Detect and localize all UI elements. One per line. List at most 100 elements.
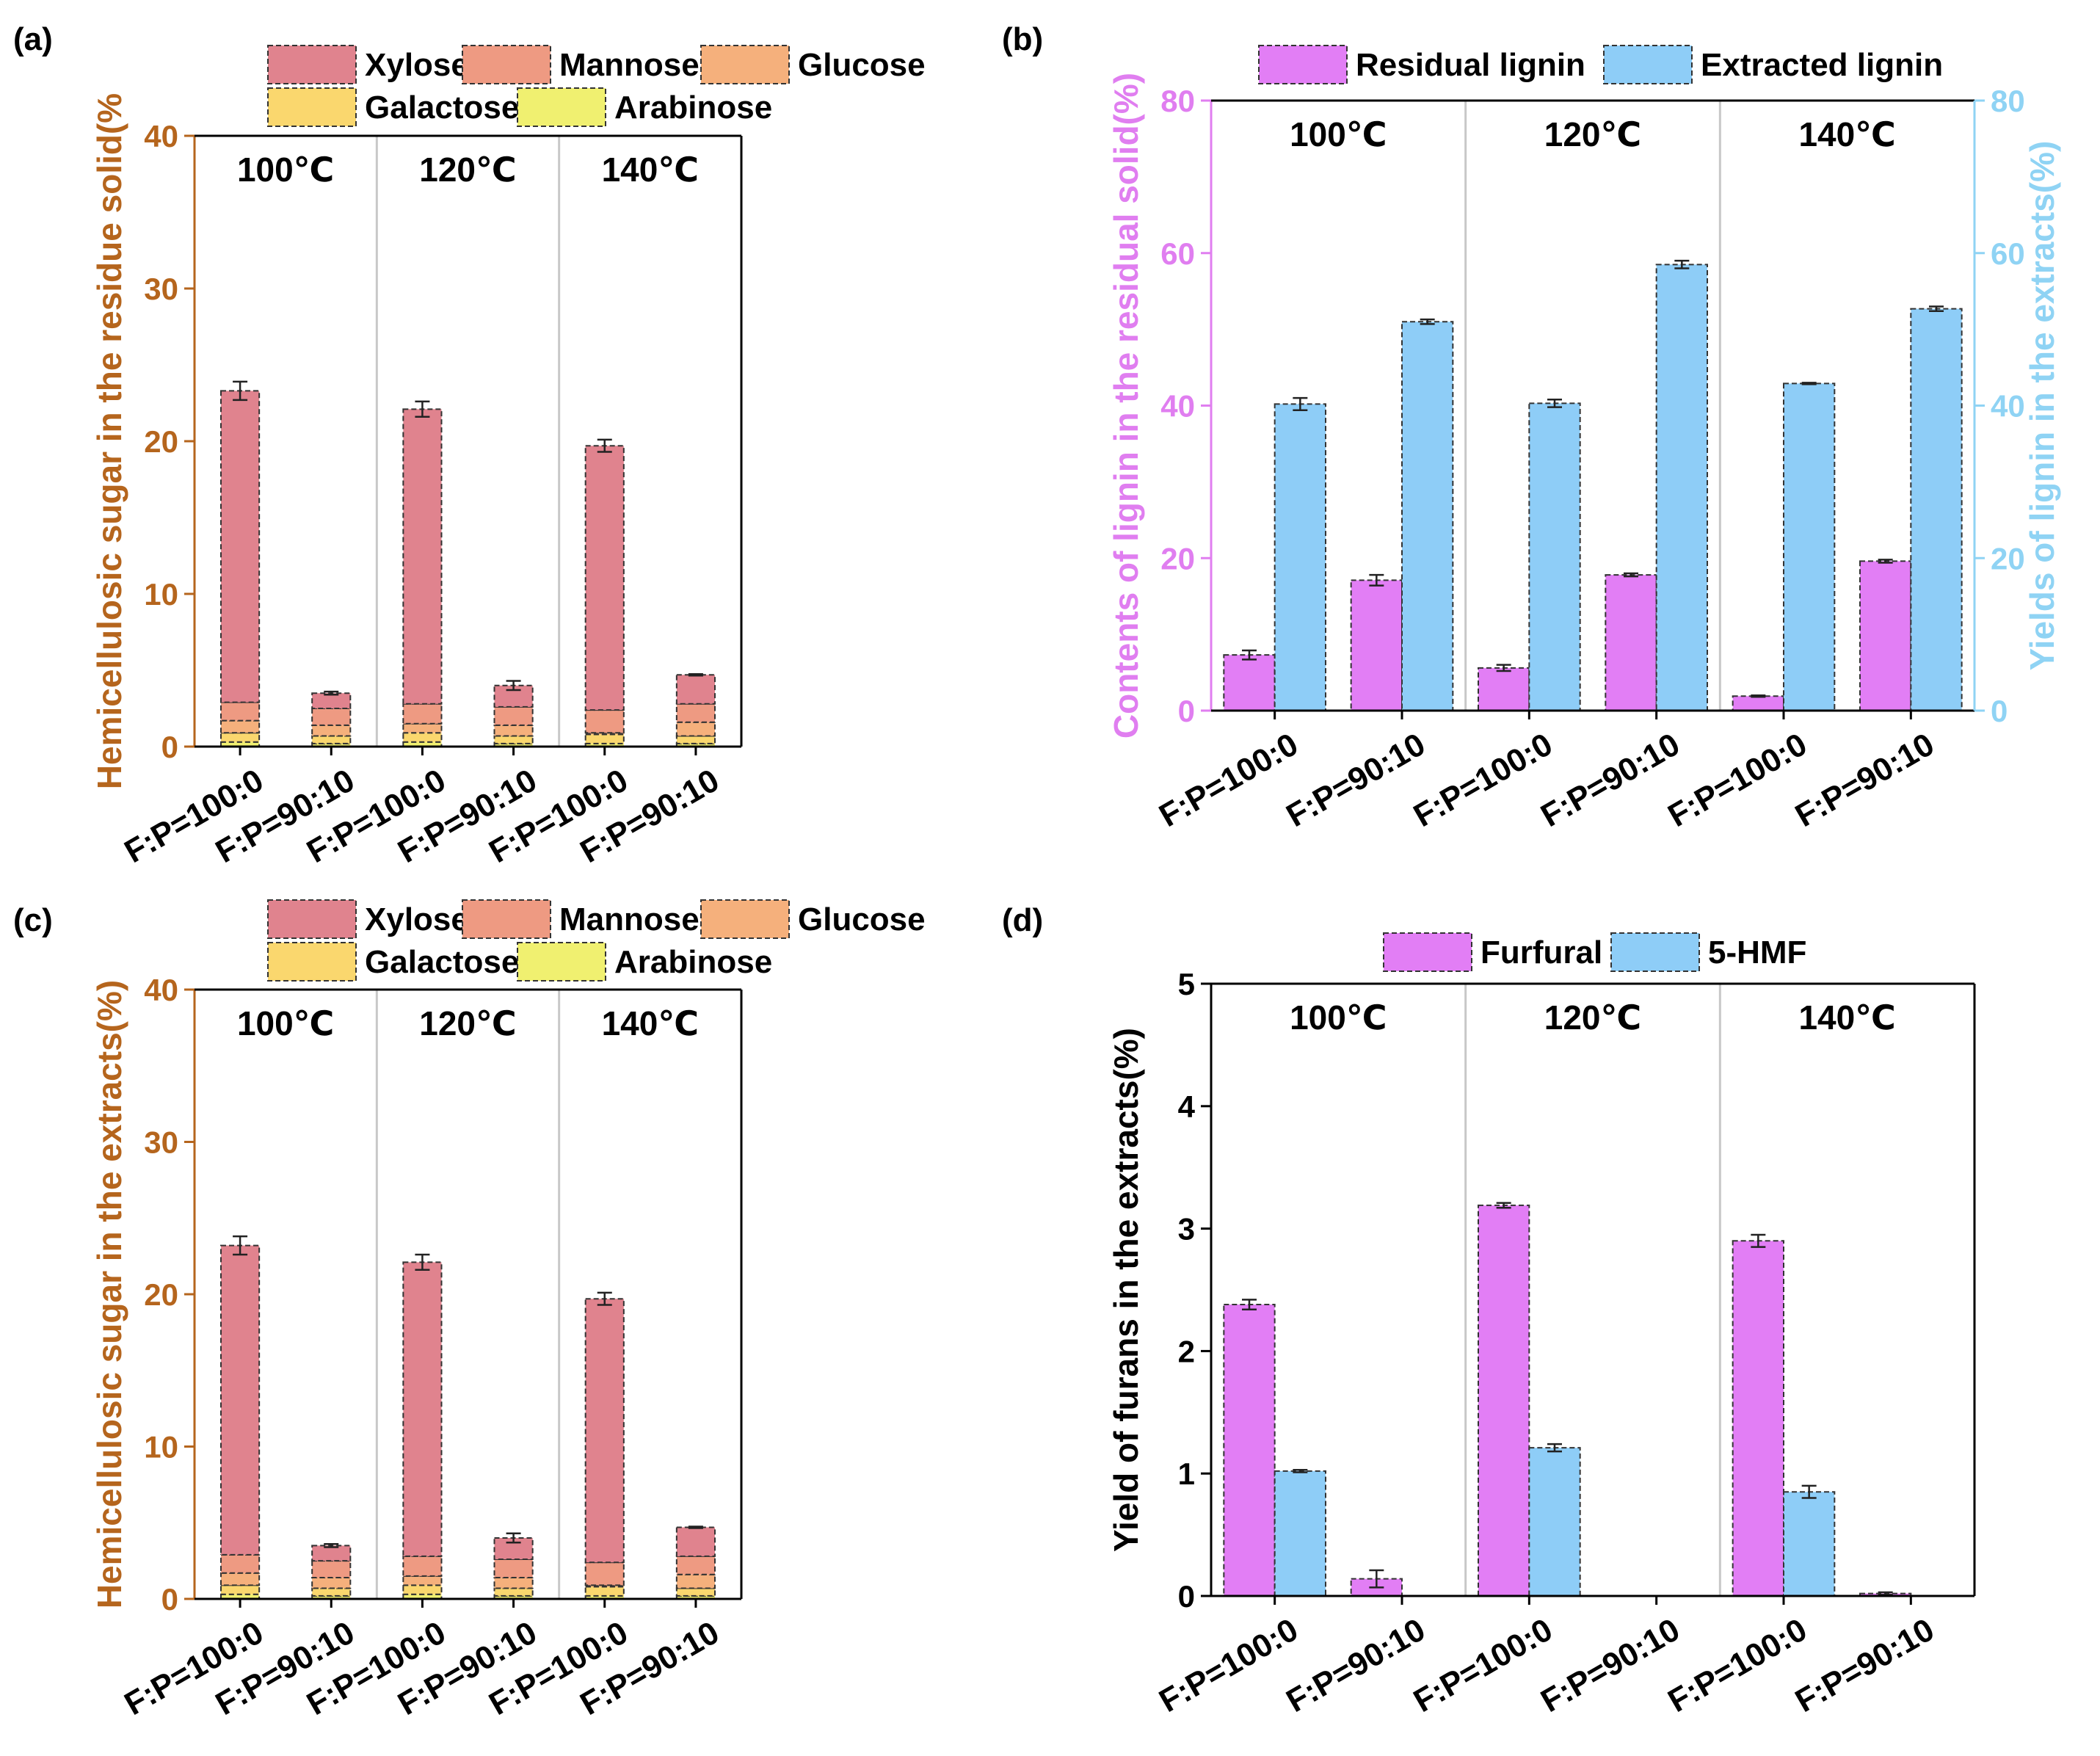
legend-label: Galactose — [365, 944, 519, 980]
y-tick-label: 0 — [1178, 694, 1195, 728]
group-label: 100℃ — [1290, 998, 1387, 1037]
bar-mannose — [584, 709, 625, 734]
y-tick-label: 4 — [1178, 1089, 1196, 1124]
panel-b-chart: 0 0 20 20 40 40 60 60 80 80 Contents of lignin in … — [1107, 45, 2061, 834]
x-tick-label: F:P=90:10 — [1790, 726, 1941, 834]
y-tick-label: 40 — [1160, 389, 1195, 424]
legend-swatch — [1610, 932, 1700, 972]
legend-label: 5-HMF — [1708, 935, 1806, 970]
panel-label-a: (a) — [13, 21, 53, 57]
bar-xylose — [584, 445, 625, 711]
y-tick-label: 2 — [1178, 1334, 1195, 1368]
bar-glucose — [402, 722, 443, 734]
y-tick-label: 30 — [144, 272, 178, 306]
legend-swatch — [267, 899, 357, 939]
y-tick-label: 60 — [1160, 236, 1195, 271]
group-label: 100℃ — [237, 150, 334, 189]
bar-xylose — [402, 1261, 443, 1557]
legend-label: Residual lignin — [1356, 47, 1585, 83]
y-right-tick-label: 0 — [1991, 694, 2008, 728]
bar-5-hmf — [1274, 1470, 1326, 1597]
legend-label: Glucose — [798, 47, 926, 83]
panel-c-chart: 0 10 20 30 40 Hemicellulosic sugar in the ext… — [90, 899, 926, 1722]
legend-label: Arabinose — [614, 90, 772, 126]
bar-mannose — [311, 708, 352, 726]
y-right-tick-label: 40 — [1991, 389, 2025, 424]
bar-mannose — [584, 1561, 625, 1586]
y-axis-title: Contents of lignin in the residual solid… — [1107, 73, 1145, 739]
bar-mannose — [220, 1553, 261, 1574]
y-axis-title: Yield of furans in the extracts(%) — [1107, 1028, 1145, 1552]
legend-label: Extracted lignin — [1701, 47, 1943, 83]
bar-glucose — [220, 1572, 261, 1586]
y-tick-label: 0 — [1178, 1579, 1195, 1614]
bar-extracted-lignin — [1910, 308, 1963, 711]
group-label: 120℃ — [419, 150, 516, 189]
group-label: 120℃ — [419, 1004, 516, 1042]
panel-d-chart: 0 1 2 3 4 5 Yield of furans in the extracts(%)… — [1107, 932, 1976, 1719]
y-tick-label: 1 — [1178, 1456, 1195, 1491]
y-tick-label: 30 — [144, 1125, 178, 1160]
bar-furfural — [1478, 1204, 1530, 1597]
bar-5-hmf — [1783, 1491, 1836, 1597]
bar-extracted-lignin — [1528, 402, 1581, 711]
legend-label: Xylose — [365, 901, 469, 937]
bar-mannose — [402, 703, 443, 725]
group-label: 120℃ — [1544, 998, 1641, 1037]
panel-label-c: (c) — [13, 902, 53, 938]
bar-galactose — [402, 732, 443, 743]
y-right-tick-label: 60 — [1991, 236, 2025, 271]
bar-mannose — [220, 701, 261, 722]
y-right-tick-label: 20 — [1991, 541, 2025, 576]
group-label: 140℃ — [602, 150, 699, 189]
y-tick-label: 0 — [161, 1582, 178, 1617]
bar-residual-lignin — [1350, 579, 1403, 712]
bar-glucose — [675, 721, 716, 737]
y-right-axis-title: Yields of lignin in the extracts(%) — [2023, 141, 2061, 671]
bar-xylose — [675, 1526, 716, 1557]
x-tick-label: F:P=100:0 — [1408, 726, 1559, 834]
bar-xylose — [493, 1537, 534, 1561]
panel-a-chart: 0 10 20 30 40 Hemicellulosic sugar in the res… — [90, 45, 926, 870]
bar-residual-lignin — [1732, 695, 1785, 711]
legend-swatch — [1603, 45, 1693, 84]
bar-mannose — [311, 1560, 352, 1578]
x-tick-label: F:P=100:0 — [1662, 1611, 1813, 1719]
group-label: 140℃ — [602, 1004, 699, 1042]
y-tick-label: 80 — [1160, 84, 1195, 118]
bar-residual-lignin — [1223, 654, 1276, 712]
x-tick-label: F:P=100:0 — [1662, 726, 1813, 834]
y-tick-label: 20 — [1160, 541, 1195, 576]
legend-swatch — [700, 45, 790, 84]
bar-galactose — [493, 735, 534, 744]
bar-residual-lignin — [1605, 574, 1657, 711]
bar-glucose — [311, 724, 352, 737]
bar-extracted-lignin — [1401, 321, 1454, 711]
bar-glucose — [311, 1576, 352, 1589]
legend-swatch — [267, 45, 357, 84]
group-label: 120℃ — [1544, 115, 1641, 153]
bar-extracted-lignin — [1783, 382, 1836, 711]
y-axis-title: Hemicellulosic sugar in the residue soli… — [90, 93, 128, 789]
bar-glucose — [675, 1573, 716, 1589]
x-tick-label: F:P=90:10 — [1790, 1611, 1941, 1719]
x-tick-label: F:P=90:10 — [1280, 726, 1431, 834]
y-tick-label: 10 — [144, 1430, 178, 1465]
bar-galactose — [584, 733, 625, 744]
bar-galactose — [493, 1587, 534, 1597]
y-tick-label: 20 — [144, 424, 178, 459]
bar-residual-lignin — [1478, 667, 1530, 712]
bar-galactose — [311, 735, 352, 744]
y-tick-label: 40 — [144, 973, 178, 1007]
x-tick-label: F:P=100:0 — [1153, 726, 1304, 834]
x-tick-label: F:P=90:10 — [1280, 1611, 1431, 1719]
bar-glucose — [493, 1576, 534, 1589]
legend-label: Furfural — [1480, 935, 1602, 970]
y-tick-label: 0 — [161, 730, 178, 764]
group-label: 100℃ — [1290, 115, 1387, 153]
bar-galactose — [402, 1584, 443, 1595]
group-label: 140℃ — [1798, 115, 1895, 153]
legend-label: Glucose — [798, 901, 926, 937]
legend-label: Galactose — [365, 90, 519, 126]
